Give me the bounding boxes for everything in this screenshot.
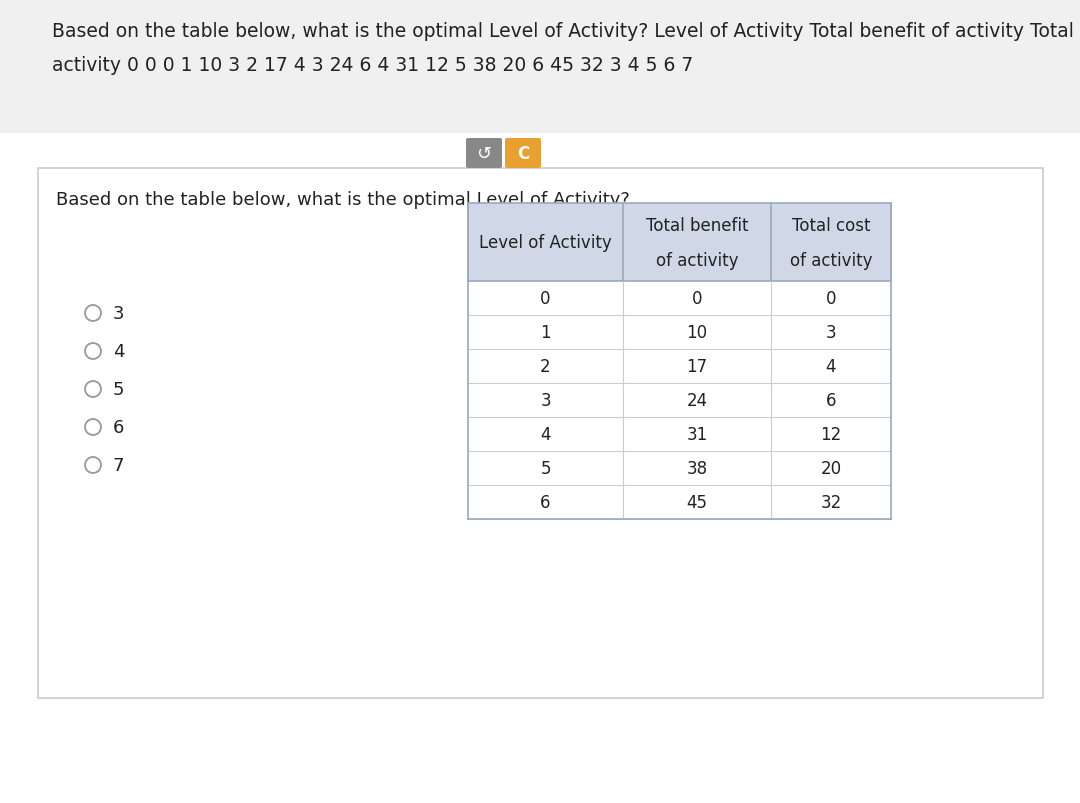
Text: C: C xyxy=(517,145,529,163)
Text: 6: 6 xyxy=(113,418,124,437)
FancyBboxPatch shape xyxy=(505,139,541,169)
Text: 31: 31 xyxy=(687,426,707,443)
Text: activity 0 0 0 1 10 3 2 17 4 3 24 6 4 31 12 5 38 20 6 45 32 3 4 5 6 7: activity 0 0 0 1 10 3 2 17 4 3 24 6 4 31… xyxy=(52,56,693,75)
Text: 38: 38 xyxy=(687,459,707,478)
Text: 12: 12 xyxy=(821,426,841,443)
Text: ↺: ↺ xyxy=(476,145,491,163)
Text: of activity: of activity xyxy=(789,251,873,270)
FancyBboxPatch shape xyxy=(465,139,502,169)
Text: 10: 10 xyxy=(687,324,707,341)
Text: 6: 6 xyxy=(826,392,836,410)
Text: 0: 0 xyxy=(826,290,836,308)
FancyBboxPatch shape xyxy=(38,169,1043,698)
Text: Total benefit: Total benefit xyxy=(646,217,748,234)
Text: 3: 3 xyxy=(113,304,124,323)
Text: 4: 4 xyxy=(540,426,551,443)
Text: 32: 32 xyxy=(821,493,841,512)
Text: 17: 17 xyxy=(687,357,707,376)
Text: 24: 24 xyxy=(687,392,707,410)
Text: Based on the table below, what is the optimal Level of Activity? Level of Activi: Based on the table below, what is the op… xyxy=(52,22,1080,41)
Text: 45: 45 xyxy=(687,493,707,512)
Text: 1: 1 xyxy=(540,324,551,341)
Text: 4: 4 xyxy=(113,343,124,361)
Text: Total cost: Total cost xyxy=(792,217,870,234)
Text: 0: 0 xyxy=(692,290,702,308)
Text: 5: 5 xyxy=(540,459,551,478)
Text: 3: 3 xyxy=(826,324,836,341)
Text: 4: 4 xyxy=(826,357,836,376)
Text: 7: 7 xyxy=(113,456,124,475)
FancyBboxPatch shape xyxy=(0,0,1080,134)
Text: Level of Activity: Level of Activity xyxy=(480,234,612,251)
Text: 5: 5 xyxy=(113,381,124,398)
Text: 2: 2 xyxy=(540,357,551,376)
Text: Based on the table below, what is the optimal Level of Activity?: Based on the table below, what is the op… xyxy=(56,191,630,209)
Text: 3: 3 xyxy=(540,392,551,410)
FancyBboxPatch shape xyxy=(468,204,891,282)
Text: 20: 20 xyxy=(821,459,841,478)
Text: 6: 6 xyxy=(540,493,551,512)
Text: 0: 0 xyxy=(540,290,551,308)
Text: of activity: of activity xyxy=(656,251,739,270)
